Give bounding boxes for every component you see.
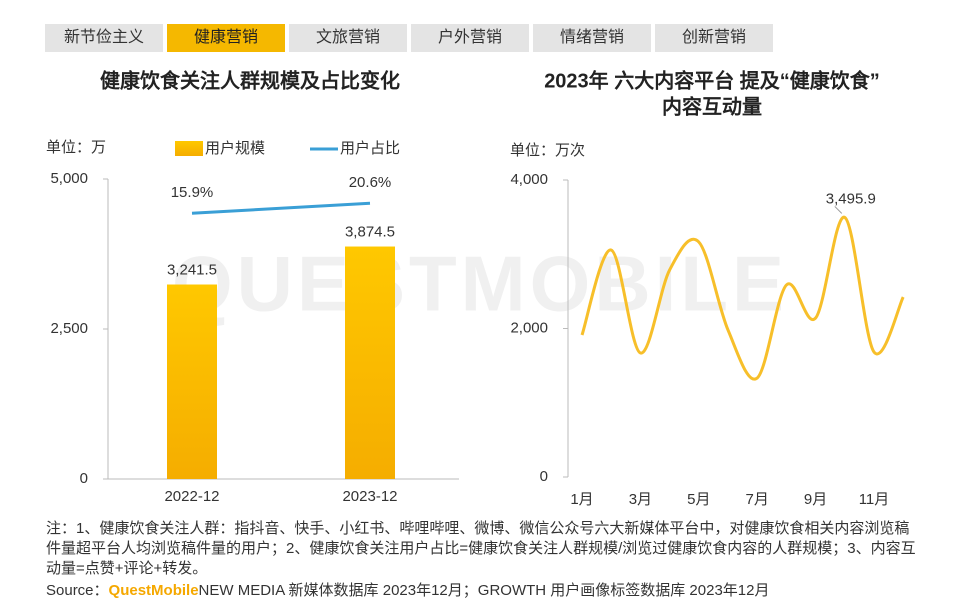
x-tick-label: 2022-12: [164, 488, 219, 505]
line: [580, 215, 905, 381]
tab[interactable]: 创新营销: [655, 24, 773, 52]
tab[interactable]: 新节俭主义: [45, 24, 163, 52]
legend-label: 用户占比: [340, 140, 400, 157]
unit-label: 单位：万次: [510, 142, 585, 159]
legend-swatch: [175, 141, 203, 156]
x-tick-label: 2023-12: [342, 488, 397, 505]
x-tick-label: 7月: [746, 491, 769, 508]
tab[interactable]: 户外营销: [411, 24, 529, 52]
bar: [167, 284, 217, 479]
y-tick-label: 4,000: [510, 171, 548, 188]
chart-title: 内容互动量: [662, 94, 762, 118]
x-tick-label: 3月: [629, 491, 652, 508]
chart-title: 2023年 六大内容平台 提及“健康饮食”: [544, 68, 880, 92]
bar: [345, 246, 395, 479]
legend-label: 用户规模: [205, 140, 265, 157]
source-brand: QuestMobile: [108, 582, 199, 599]
y-tick-label: 0: [80, 470, 88, 487]
y-tick-label: 2,000: [510, 319, 548, 336]
source-text: NEW MEDIA 新媒体数据库 2023年12月；GROWTH 用户画像标签数…: [198, 582, 770, 599]
unit-label: 单位：万: [46, 139, 106, 156]
line: [191, 201, 371, 215]
bar-value-label: 3,874.5: [345, 223, 395, 240]
note: 注：1、健康饮食关注人群：指抖音、快手、小红书、哔哩哔哩、微博、微信公众号六大新…: [46, 520, 916, 577]
annotation-leader: [834, 206, 843, 214]
y-tick-label: 0: [540, 468, 548, 485]
x-tick-label: 5月: [687, 491, 710, 508]
x-tick-label: 1月: [570, 491, 593, 508]
tab[interactable]: 健康营销: [167, 24, 285, 52]
watermark: QUESTMOBILE: [172, 240, 788, 328]
bar-value-label: 3,241.5: [167, 261, 217, 278]
source-label: Source：: [46, 582, 109, 599]
y-tick-label: 5,000: [50, 170, 88, 187]
line-value-label: 20.6%: [349, 174, 392, 191]
line-value-label: 3,495.9: [826, 190, 876, 207]
line-value-label: 15.9%: [171, 184, 214, 201]
tab[interactable]: 文旅营销: [289, 24, 407, 52]
tab[interactable]: 情绪营销: [533, 24, 651, 52]
x-tick-label: 11月: [859, 491, 890, 508]
source: Source：QuestMobileNEW MEDIA 新媒体数据库 2023年…: [46, 579, 770, 600]
y-tick-label: 2,500: [50, 320, 88, 337]
x-tick-label: 9月: [804, 491, 827, 508]
chart-title: 健康饮食关注人群规模及占比变化: [100, 68, 400, 92]
